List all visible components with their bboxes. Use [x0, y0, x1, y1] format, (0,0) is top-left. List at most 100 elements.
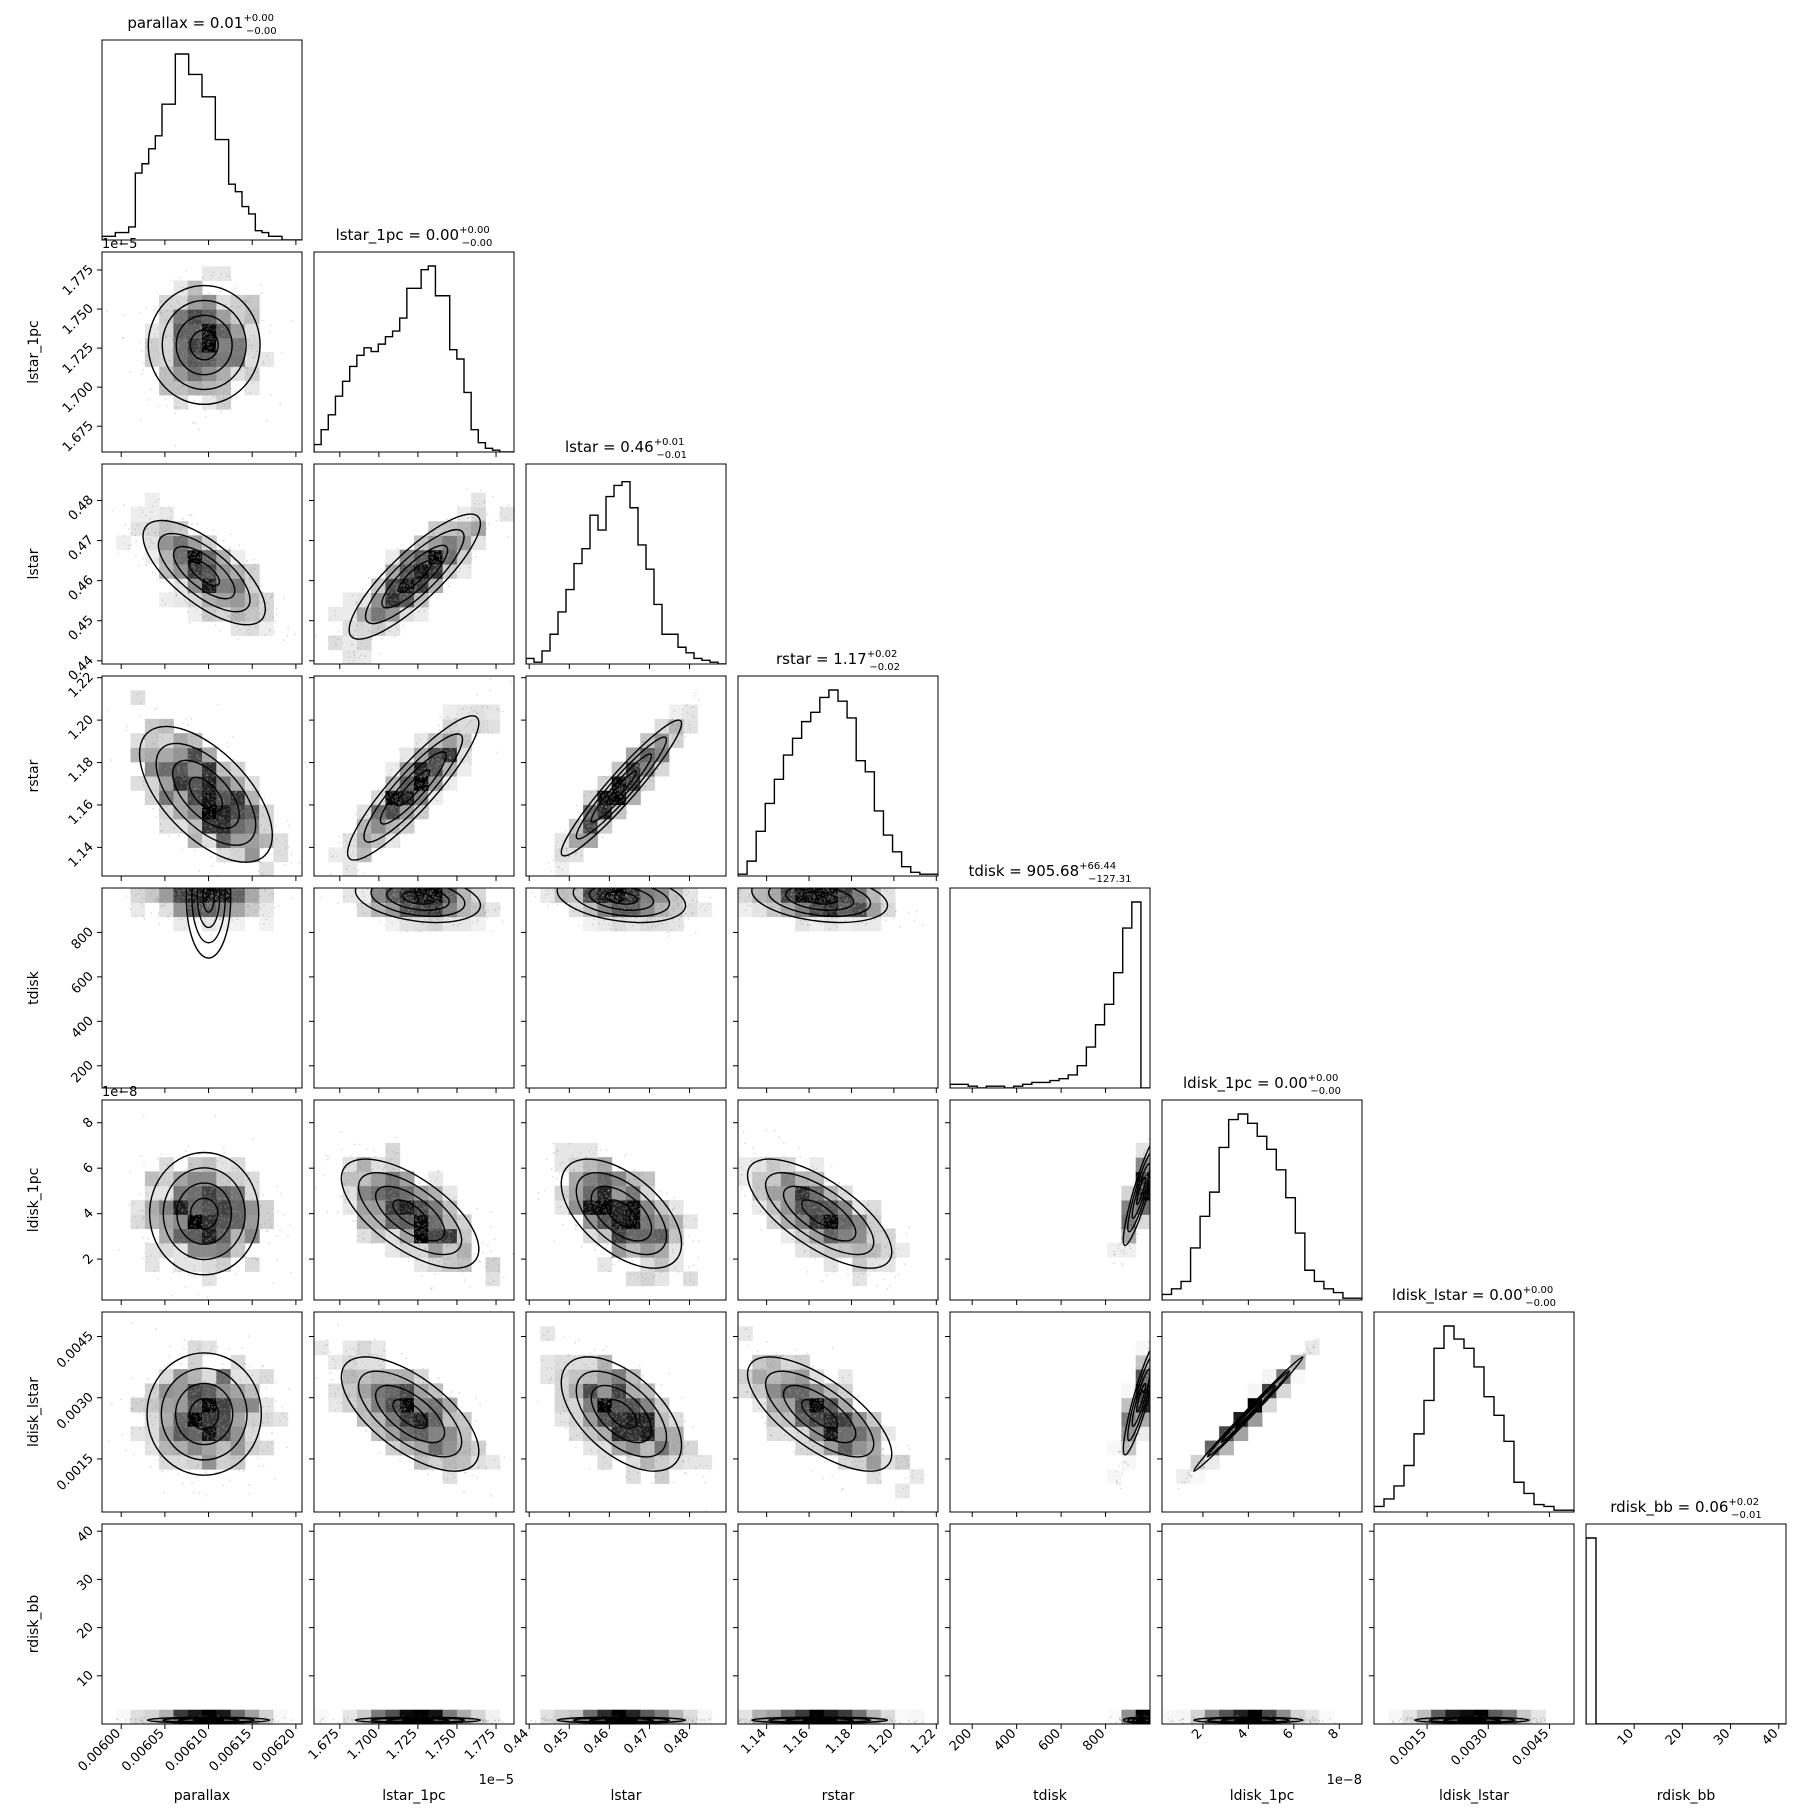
panel-rstar-vs-lstar_1pc [309, 675, 515, 881]
panel-ldisk_1pc-vs-tdisk [945, 1099, 1151, 1305]
contour-2 [357, 1172, 463, 1256]
contour-3 [346, 715, 480, 861]
y-tick-label: 200 [69, 1058, 97, 1086]
y-tick-label: 0.46 [66, 573, 97, 604]
panel-rdisk_bb-vs-rstar: 1.14 1.16 1.18 1.20 1.22 rstar [733, 1523, 939, 1804]
contour-1 [785, 1717, 855, 1723]
contour-1 [172, 759, 240, 829]
contour-1 [590, 1185, 653, 1242]
panel-rdisk_bb-vs-tdisk: 200 400 600 800 tdisk [945, 1523, 1151, 1804]
y-tick-label: 8 [80, 1115, 96, 1131]
contour-0 [800, 1399, 839, 1430]
y-tick-label: 40 [75, 1523, 97, 1545]
contour-2 [764, 1370, 875, 1458]
contour-1 [174, 1382, 234, 1446]
x-tick-label: 1.18 [823, 1726, 854, 1757]
y-tick-label: 400 [69, 1014, 97, 1042]
contour-2 [370, 1717, 466, 1724]
hist-line-parallax [102, 53, 302, 240]
contour-1 [782, 1185, 857, 1242]
contour-0 [192, 1718, 225, 1722]
panel-rdisk_bb-vs-lstar: 0.44 0.45 0.46 0.47 0.48 lstar [501, 1523, 727, 1804]
contour-3 [146, 1716, 271, 1724]
hist-rstar: rstar = 1.17+0.02 −0.02 [737, 649, 939, 881]
x-tick-label: 400 [991, 1726, 1019, 1754]
x-tick-label: 0.46 [581, 1726, 612, 1757]
contour-1 [375, 1384, 446, 1444]
hist-line-rdisk_bb [1586, 1537, 1786, 1724]
contour-0 [189, 1197, 219, 1230]
contour-3 [560, 1356, 683, 1472]
y-tick-label: 1.14 [66, 840, 97, 871]
x-axis-label-lstar_1pc: lstar_1pc [382, 1788, 446, 1804]
contour-0 [188, 558, 221, 587]
contour-1 [1131, 1717, 1150, 1723]
contour-3 [560, 719, 683, 857]
x-tick-label: 0.47 [621, 1726, 652, 1757]
contour-1 [588, 888, 655, 911]
contour-2 [1206, 1717, 1290, 1724]
x-tick-label: 0.00610 [163, 1726, 212, 1775]
y-axis-label-rstar: rstar [26, 759, 42, 792]
title-rdisk_bb: rdisk_bb = 0.06+0.02 −0.01 [1610, 1497, 1761, 1521]
title-lstar: lstar = 0.46+0.01 −0.01 [565, 437, 687, 461]
contour-1 [196, 888, 221, 929]
contour-1 [782, 1384, 857, 1444]
x-tick-label: 800 [1080, 1726, 1108, 1754]
title-ldisk_lstar: ldisk_lstar = 0.00+0.00 −0.00 [1392, 1285, 1556, 1309]
x-tick-label: 1.725 [384, 1726, 421, 1763]
contour-3 [348, 513, 482, 640]
contour-0 [396, 769, 431, 807]
contour-2 [764, 1172, 875, 1256]
contour-0 [1135, 1382, 1147, 1413]
y-tick-label: 1.775 [60, 262, 97, 299]
contour-3 [560, 1158, 683, 1269]
hist-ldisk_1pc: ldisk_1pc = 0.00+0.00 −0.00 [1161, 1073, 1363, 1305]
contour-2 [575, 736, 668, 840]
hist-line-tdisk [950, 901, 1150, 1088]
contour-3 [354, 888, 482, 924]
y-tick-label: 0.0030 [54, 1390, 97, 1433]
contour-1 [176, 1182, 233, 1245]
hist-line-lstar [526, 481, 726, 664]
panel-ldisk_1pc-vs-parallax: 2 4 6 8 ldisk_1pc 1e−8 [26, 1085, 303, 1305]
contour-0 [604, 1718, 639, 1722]
hist-lstar_1pc: lstar_1pc = 0.00+0.00 −0.00 [313, 225, 515, 457]
contour-2 [191, 888, 226, 944]
panel-ldisk_1pc-vs-lstar [521, 1099, 727, 1305]
contour-3 [142, 519, 267, 626]
x-axis-label-ldisk_lstar: ldisk_lstar [1439, 1788, 1509, 1804]
y-tick-label: 30 [75, 1572, 97, 1594]
contour-0 [605, 1199, 638, 1228]
x-tick-label: 0.45 [541, 1726, 572, 1757]
contour-3 [1193, 1716, 1304, 1724]
contour-1 [375, 1185, 446, 1242]
x-tick-label: 0.0030 [1448, 1726, 1491, 1769]
y-axis-label-rdisk_bb: rdisk_bb [26, 1595, 42, 1654]
y-tick-label: 1.675 [60, 418, 97, 455]
x-axis-label-rstar: rstar [822, 1788, 855, 1804]
contour-0 [800, 1199, 839, 1228]
contour-0 [605, 1399, 638, 1430]
title-tdisk: tdisk = 905.68+66.44 −127.31 [968, 861, 1131, 885]
hist-line-rstar [738, 689, 938, 876]
hist-line-ldisk_lstar [1374, 1325, 1574, 1512]
contour-3 [746, 1158, 893, 1269]
x-axis-label-lstar: lstar [610, 1788, 641, 1804]
y-axis-label-lstar_1pc: lstar_1pc [26, 320, 42, 384]
contour-0 [1456, 1718, 1487, 1722]
y-tick-label: 6 [80, 1160, 96, 1176]
contour-3 [751, 888, 889, 924]
contour-1 [385, 1717, 450, 1723]
x-tick-label: 1.750 [423, 1726, 460, 1763]
contour-2 [161, 1717, 256, 1724]
panel-rdisk_bb-vs-ldisk_lstar: 0.0015 0.0030 0.0045 ldisk_lstar [1369, 1523, 1575, 1804]
contour-2 [575, 1172, 668, 1256]
x-offset-label: 1e−8 [1327, 1773, 1362, 1788]
hist-ldisk_lstar: ldisk_lstar = 0.00+0.00 −0.00 [1373, 1285, 1575, 1517]
contour-0 [1234, 1399, 1263, 1430]
contour-3 [1122, 1339, 1150, 1456]
